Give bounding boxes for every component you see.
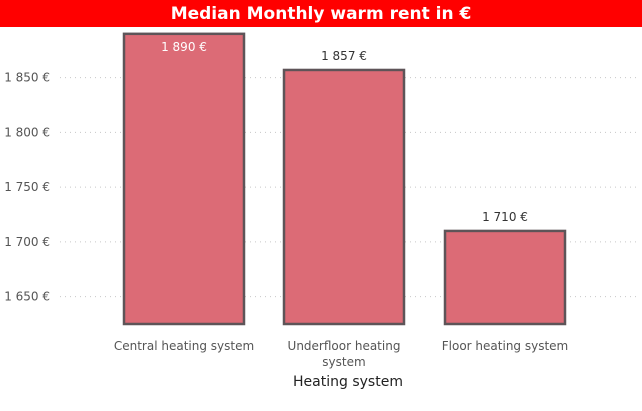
x-axis-title: Heating system [293, 374, 403, 390]
y-tick-label: 1 650 € [4, 290, 50, 304]
data-label: 1 710 € [482, 210, 528, 224]
y-tick-label: 1 700 € [4, 235, 50, 249]
x-tick-label: Floor heating system [442, 339, 568, 353]
y-tick-label: 1 800 € [4, 125, 50, 139]
bar [122, 32, 246, 326]
y-tick-label: 1 750 € [4, 180, 50, 194]
y-axis-ticks: 1 650 € 1 700 € 1 750 € 1 800 € 1 850 € [4, 71, 50, 304]
category-labels: Central heating system Underfloor heating… [114, 339, 568, 369]
bar [443, 229, 567, 326]
data-label: 1 857 € [321, 49, 367, 63]
bar [282, 68, 406, 326]
bars [122, 32, 567, 326]
x-tick-label: Underfloor heating system [288, 339, 401, 369]
data-label: 1 890 € [161, 40, 207, 54]
data-labels: 1 890 € 1 857 € 1 710 € [161, 40, 528, 224]
y-tick-label: 1 850 € [4, 71, 50, 85]
x-tick-label: Central heating system [114, 339, 254, 353]
chart-title: Median Monthly warm rent in € [0, 0, 642, 27]
